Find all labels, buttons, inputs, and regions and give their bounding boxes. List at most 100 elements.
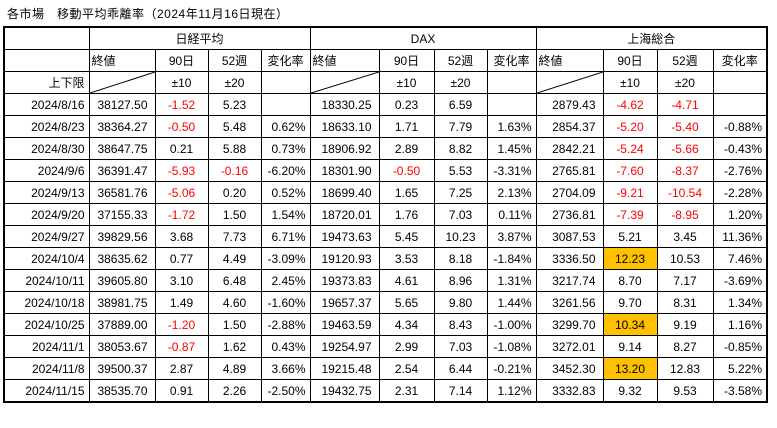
shanghai-change-cell: -2.76% <box>712 159 768 182</box>
corner-cell <box>3 26 90 50</box>
nikkei-close-cell: 37889.00 <box>88 313 156 336</box>
nikkei-change-cell: -2.50% <box>260 379 311 403</box>
nikkei-close-cell: 38053.67 <box>88 335 156 358</box>
nikkei-dev90-cell: -1.52 <box>154 93 209 116</box>
shanghai-close-cell: 3261.56 <box>535 291 604 314</box>
dax-change-cell <box>486 93 537 116</box>
nikkei-close-cell: 36581.76 <box>88 181 156 204</box>
shanghai-dev52-cell: 8.31 <box>656 291 714 314</box>
nikkei-dev52-cell: 1.62 <box>207 335 262 358</box>
shanghai-change-cell: -3.69% <box>712 269 768 292</box>
dax-close-cell: 19473.63 <box>309 225 380 248</box>
shanghai-close-cell: 3272.01 <box>535 335 604 358</box>
date-cell: 2024/8/30 <box>3 137 90 160</box>
dax-close-cell: 19463.59 <box>309 313 380 336</box>
nikkei-close-cell: 36391.47 <box>88 159 156 182</box>
nikkei-close-cell: 38635.62 <box>88 247 156 270</box>
table-row: 2024/8/30 38647.75 0.21 5.88 0.73% 18906.92 2.… <box>3 137 768 160</box>
nikkei-close-cell: 38981.75 <box>88 291 156 314</box>
shanghai-close-cell: 2704.09 <box>535 181 604 204</box>
shanghai-dev52-cell: -5.40 <box>656 115 714 138</box>
shanghai-dev90-cell: -5.20 <box>602 115 658 138</box>
shanghai-dev52-cell: -8.95 <box>656 203 714 226</box>
date-cell: 2024/11/8 <box>3 357 90 380</box>
shanghai-dev52-cell: -5.66 <box>656 137 714 160</box>
table-row: 2024/10/18 38981.75 1.49 4.60 -1.60% 19657.37… <box>3 291 768 314</box>
dax-dev90-cell: 3.53 <box>378 247 435 270</box>
table-row: 2024/10/11 39605.80 3.10 6.48 2.45% 19373.83 4… <box>3 269 768 292</box>
dax-dev90-cell: 4.34 <box>378 313 435 336</box>
nikkei-close-cell: 39605.80 <box>88 269 156 292</box>
shanghai-dev52-cell: -10.54 <box>656 181 714 204</box>
nikkei-close-cell: 38364.27 <box>88 115 156 138</box>
table-row: 2024/10/4 38635.62 0.77 4.49 -3.09% 19120.93 3… <box>3 247 768 270</box>
dax-change-cell: -0.21% <box>486 357 537 380</box>
shanghai-change-cell: 5.22% <box>712 357 768 380</box>
dax-dev90-cell: 1.65 <box>378 181 435 204</box>
shanghai-dev52-cell: 12.83 <box>656 357 714 380</box>
shanghai-close-cell: 3217.74 <box>535 269 604 292</box>
diagonal-line-icon <box>90 72 155 93</box>
limit-dev90-cell: ±10 <box>378 71 435 94</box>
dax-dev90-cell: 1.76 <box>378 203 435 226</box>
nikkei-change-cell: 0.73% <box>260 137 311 160</box>
dax-dev52-cell: 10.23 <box>433 225 488 248</box>
shanghai-change-cell: -3.58% <box>712 379 768 403</box>
dax-dev52-cell: 7.25 <box>433 181 488 204</box>
shanghai-dev52-cell: -8.37 <box>656 159 714 182</box>
shanghai-close-cell: 3332.83 <box>535 379 604 403</box>
table-body: 2024/8/16 38127.50 -1.52 5.23 18330.25 0.23 6.… <box>3 93 768 403</box>
nikkei-dev90-cell: -0.87 <box>154 335 209 358</box>
shanghai-change-cell: -0.43% <box>712 137 768 160</box>
nikkei-close-cell: 39500.37 <box>88 357 156 380</box>
date-cell: 2024/11/1 <box>3 335 90 358</box>
dax-close-cell: 18301.90 <box>309 159 380 182</box>
change-header: 変化率 <box>486 49 537 72</box>
dax-change-cell: -1.84% <box>486 247 537 270</box>
nikkei-change-cell: 0.62% <box>260 115 311 138</box>
shanghai-close-cell: 2879.43 <box>535 93 604 116</box>
shanghai-dev90-cell: -5.24 <box>602 137 658 160</box>
limit-change-cell <box>712 71 768 94</box>
nikkei-dev52-cell: 5.88 <box>207 137 262 160</box>
dax-change-cell: -1.00% <box>486 313 537 336</box>
shanghai-close-cell: 2736.81 <box>535 203 604 226</box>
shanghai-dev90-cell: 13.20 <box>602 357 658 380</box>
date-cell: 2024/10/25 <box>3 313 90 336</box>
shanghai-dev90-cell: 9.14 <box>602 335 658 358</box>
shanghai-dev90-cell: -4.62 <box>602 93 658 116</box>
date-cell: 2024/10/4 <box>3 247 90 270</box>
nikkei-change-cell: 0.43% <box>260 335 311 358</box>
dax-close-cell: 18699.40 <box>309 181 380 204</box>
column-header-row: 終値 90日 52週 変化率 終値 90日 52週 変化率 終値 90日 52週… <box>3 49 768 72</box>
shanghai-dev52-cell: 9.19 <box>656 313 714 336</box>
nikkei-dev90-cell: 0.77 <box>154 247 209 270</box>
shanghai-change-cell: 7.46% <box>712 247 768 270</box>
nikkei-dev52-cell: 1.50 <box>207 203 262 226</box>
nikkei-dev52-cell: 5.23 <box>207 93 262 116</box>
shanghai-close-cell: 2854.37 <box>535 115 604 138</box>
table-row: 2024/8/16 38127.50 -1.52 5.23 18330.25 0.23 6.… <box>3 93 768 116</box>
dax-dev90-cell: 2.54 <box>378 357 435 380</box>
nikkei-change-cell: -2.88% <box>260 313 311 336</box>
shanghai-dev52-cell: -4.71 <box>656 93 714 116</box>
dax-change-cell: -3.31% <box>486 159 537 182</box>
shanghai-dev52-cell: 8.27 <box>656 335 714 358</box>
nikkei-change-cell: -6.20% <box>260 159 311 182</box>
nikkei-close-cell: 37155.33 <box>88 203 156 226</box>
dax-change-cell: 2.13% <box>486 181 537 204</box>
shanghai-dev52-cell: 3.45 <box>656 225 714 248</box>
shanghai-close-cell: 3452.30 <box>535 357 604 380</box>
dax-change-cell: 1.44% <box>486 291 537 314</box>
limit-dev90-cell: ±10 <box>154 71 209 94</box>
dax-change-cell: 0.11% <box>486 203 537 226</box>
shanghai-close-cell: 3299.70 <box>535 313 604 336</box>
nikkei-dev90-cell: 1.49 <box>154 291 209 314</box>
shanghai-dev52-cell: 10.53 <box>656 247 714 270</box>
limit-dev52-cell: ±20 <box>656 71 714 94</box>
shanghai-change-cell: 1.20% <box>712 203 768 226</box>
date-cell: 2024/9/6 <box>3 159 90 182</box>
limit-dev52-cell: ±20 <box>207 71 262 94</box>
nikkei-dev52-cell: 1.50 <box>207 313 262 336</box>
date-cell: 2024/8/23 <box>3 115 90 138</box>
